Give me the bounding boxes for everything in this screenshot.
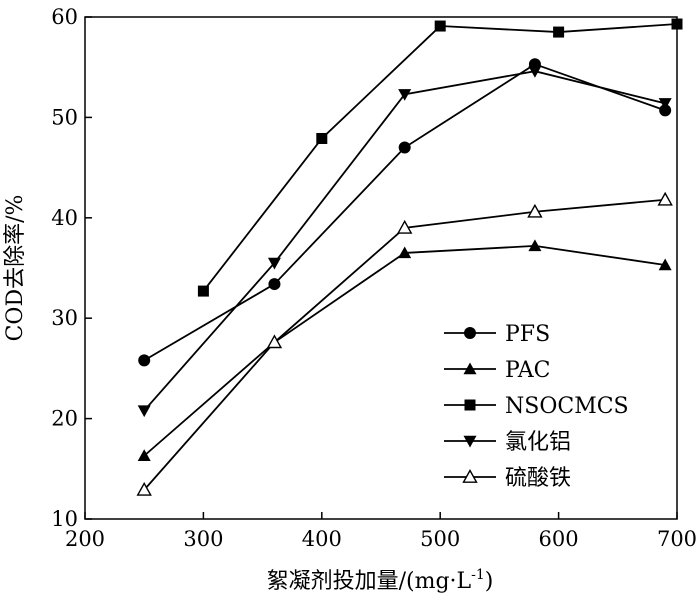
data-point	[528, 66, 542, 78]
x-tick-label: 300	[183, 527, 223, 551]
y-tick-label: 20	[51, 407, 78, 431]
legend-item: 硫酸铁	[444, 466, 571, 491]
x-axis-title-superscript: -1	[471, 567, 485, 583]
y-tick-label: 50	[51, 105, 78, 129]
data-point	[659, 104, 672, 117]
data-point	[396, 219, 413, 234]
legend-marker	[463, 435, 477, 448]
x-tick-label: 400	[302, 527, 342, 551]
legend-item: 氯化铝	[444, 430, 571, 455]
legend-item: NSOCMCS	[444, 394, 629, 419]
legend-label: 硫酸铁	[505, 466, 571, 491]
data-point	[528, 239, 542, 252]
data-point	[527, 203, 543, 218]
legend-marker	[463, 362, 477, 375]
legend-marker	[464, 327, 476, 339]
x-tick-label: 700	[657, 527, 697, 551]
data-point	[138, 354, 151, 367]
data-point	[657, 191, 673, 206]
data-point	[553, 26, 565, 38]
legend-label: 氯化铝	[505, 430, 571, 455]
series-1	[138, 58, 672, 367]
series-layer	[136, 18, 683, 496]
y-tick-label: 30	[51, 306, 78, 330]
legend-marker	[464, 399, 476, 411]
data-point	[267, 257, 281, 270]
x-tick-label: 200	[65, 527, 105, 551]
y-axis-title: COD去除率/%	[3, 195, 28, 342]
series-line	[143, 70, 666, 412]
x-axis-title-tail: )	[485, 569, 494, 594]
data-point	[398, 89, 412, 101]
x-tick-label: 600	[539, 527, 579, 551]
y-tick-label: 10	[51, 507, 78, 531]
series-5	[136, 191, 673, 496]
x-axis-title-main: 絮凝剂投加量/(mg·L	[267, 569, 472, 594]
series-line	[143, 63, 666, 362]
data-point	[137, 405, 151, 418]
legend-item: PAC	[444, 358, 551, 383]
data-point	[434, 20, 446, 32]
plot-frame	[84, 16, 678, 520]
series-line	[143, 198, 666, 491]
y-tick-label: 40	[51, 206, 78, 230]
legend-label: PAC	[505, 358, 551, 383]
data-point	[671, 18, 683, 30]
legend-label: PFS	[505, 322, 550, 347]
series-3	[197, 18, 683, 297]
data-point	[658, 98, 672, 110]
x-tick-label: 500	[420, 527, 460, 551]
series-line	[143, 245, 666, 457]
data-point	[266, 334, 283, 349]
legend-label: NSOCMCS	[505, 394, 629, 419]
data-point	[268, 278, 281, 291]
legend-item: PFS	[444, 322, 550, 347]
data-point	[658, 258, 672, 271]
series-4	[137, 66, 672, 418]
x-axis-title: 絮凝剂投加量/(mg·L-1)	[267, 567, 494, 594]
data-point	[136, 481, 152, 496]
data-point	[197, 285, 209, 297]
legend-marker	[462, 469, 478, 483]
data-point	[398, 141, 411, 154]
axes: 200 300 400 500 600 700 10 20 30 40 50 60	[51, 5, 697, 551]
data-point	[316, 132, 328, 144]
y-tick-label: 60	[51, 5, 78, 29]
data-point	[137, 449, 151, 461]
data-point	[398, 246, 412, 259]
